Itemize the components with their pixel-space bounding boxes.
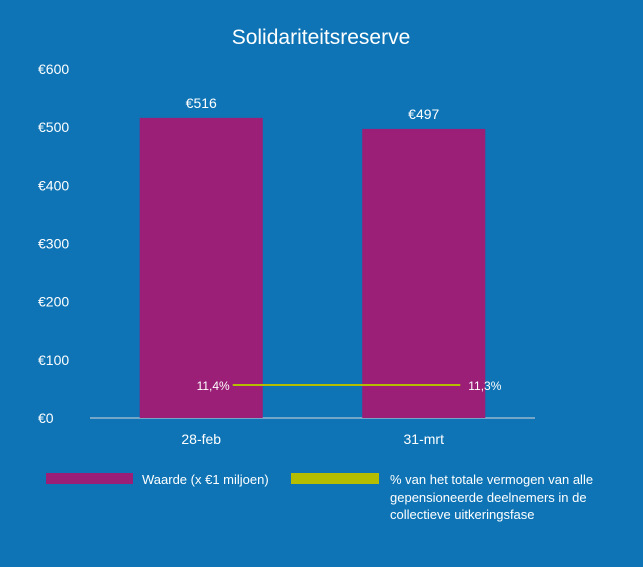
y-tick-label: €500 <box>38 119 69 135</box>
y-tick-label: €0 <box>38 410 54 426</box>
y-tick-label: €400 <box>38 177 69 193</box>
line-value-label: 11,3% <box>468 379 501 393</box>
y-tick-label: €600 <box>38 61 69 77</box>
bar-series: €516 €497 <box>139 95 486 419</box>
bar <box>139 117 263 419</box>
y-tick-label: €300 <box>38 236 69 252</box>
x-axis-ticks: 28-feb 31-mrt <box>181 431 444 447</box>
line-series: 11,4% 11,3% <box>197 379 502 393</box>
bar <box>362 128 486 418</box>
y-tick-label: €100 <box>38 352 69 368</box>
x-tick-label: 31-mrt <box>404 431 445 447</box>
y-axis-ticks: €0 €100 €200 €300 €400 €500 €600 <box>38 61 69 426</box>
chart-title: Solidariteitsreserve <box>232 26 411 49</box>
x-tick-label: 28-feb <box>181 431 221 447</box>
y-tick-label: €200 <box>38 294 69 310</box>
bar-value-label: €497 <box>408 106 439 122</box>
bar-value-label: €516 <box>186 95 217 111</box>
line-value-label: 11,4% <box>197 379 230 393</box>
